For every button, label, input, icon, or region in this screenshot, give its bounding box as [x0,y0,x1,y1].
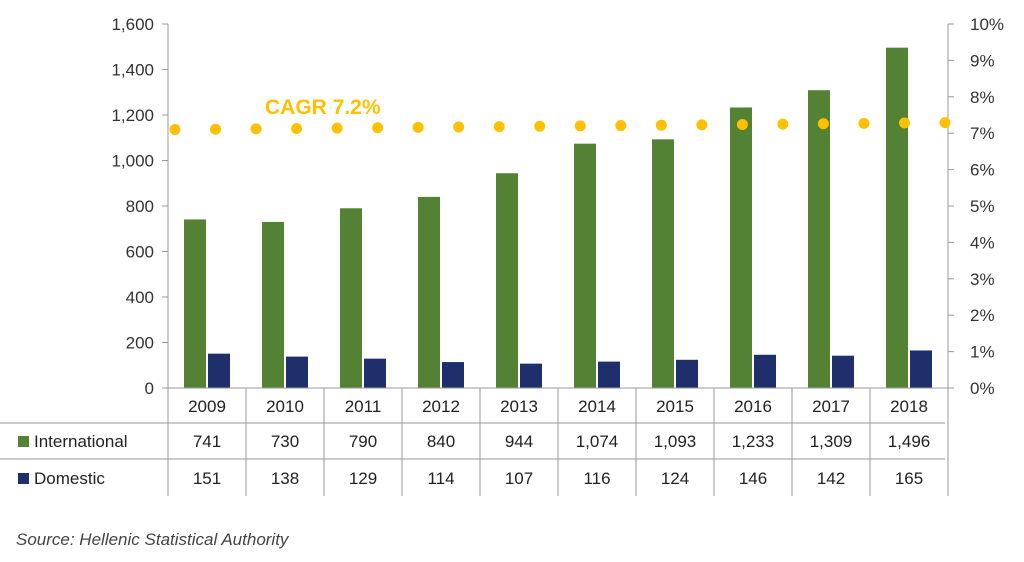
x-axis-tick-label: 2014 [578,397,616,416]
data-label-international: 1,496 [888,432,931,451]
legend-label-domestic: Domestic [34,469,105,488]
cagr-label: CAGR 7.2% [265,96,381,119]
x-axis-tick-label: 2013 [500,397,538,416]
cagr-point [372,122,384,134]
bar-domestic [364,358,386,388]
bar-international [652,139,674,388]
bar-domestic [208,353,230,388]
y2-axis-tick-label: 6% [970,161,995,180]
x-axis-tick-label: 2009 [188,397,226,416]
bar-domestic [676,359,698,388]
cagr-point [412,121,424,133]
x-axis-tick-label: 2015 [656,397,694,416]
x-axis-tick-label: 2010 [266,397,304,416]
bar-international [262,221,284,388]
legend-label-international: International [34,432,128,451]
data-label-domestic: 138 [271,469,299,488]
x-axis-tick-label: 2017 [812,397,850,416]
y-axis-tick-label: 200 [126,334,154,353]
cagr-point [939,117,951,129]
cagr-point [169,124,181,136]
cagr-point [858,117,870,129]
y2-axis-tick-label: 8% [970,88,995,107]
y-axis-tick-label: 400 [126,288,154,307]
data-label-domestic: 165 [895,469,923,488]
y2-axis-tick-label: 9% [970,51,995,70]
y2-axis-tick-label: 5% [970,197,995,216]
data-label-international: 1,233 [732,432,775,451]
data-label-international: 1,309 [810,432,853,451]
cagr-point [696,119,708,131]
y2-axis-tick-label: 3% [970,270,995,289]
data-label-domestic: 151 [193,469,221,488]
legend-swatch-domestic [18,473,29,484]
data-label-international: 944 [505,432,533,451]
y2-axis-tick-label: 0% [970,379,995,398]
y2-axis-tick-label: 4% [970,233,995,252]
cagr-point [615,120,627,132]
bar-domestic [286,356,308,388]
data-label-domestic: 107 [505,469,533,488]
y-axis-tick-label: 1,400 [111,61,154,80]
cagr-point [453,121,465,133]
cagr-point [534,120,546,132]
x-axis-tick-label: 2016 [734,397,772,416]
bar-international [730,107,752,389]
source-note: Source: Hellenic Statistical Authority [16,530,289,549]
y-axis-tick-label: 1,200 [111,106,154,125]
data-label-domestic: 124 [661,469,689,488]
data-label-domestic: 129 [349,469,377,488]
y2-axis-tick-label: 7% [970,124,995,143]
y-axis-tick-label: 0 [145,379,154,398]
x-axis-tick-label: 2012 [422,397,460,416]
y-axis-tick-label: 800 [126,197,154,216]
bar-international [496,173,518,388]
cagr-point [574,120,586,132]
bar-domestic [598,361,620,388]
data-label-domestic: 146 [739,469,767,488]
y2-axis-tick-label: 10% [970,15,1004,34]
bar-domestic [754,354,776,388]
cagr-point [250,123,262,135]
data-label-international: 1,093 [654,432,697,451]
bar-international [418,196,440,388]
cagr-point [898,117,910,129]
legend-swatch-international [18,436,29,447]
data-label-international: 730 [271,432,299,451]
cagr-point [331,122,343,134]
y-axis-tick-label: 600 [126,243,154,262]
cagr-point [493,121,505,133]
cagr-point [817,118,829,130]
cagr-point [210,123,222,135]
bar-domestic [832,355,854,388]
data-label-domestic: 114 [427,469,454,488]
bar-international [340,208,362,388]
bar-international [574,143,596,388]
bar-international [184,219,206,388]
data-label-international: 741 [193,432,221,451]
y-axis-tick-label: 1,000 [111,152,154,171]
x-axis-tick-label: 2011 [345,397,382,416]
cagr-point [736,118,748,130]
data-label-international: 840 [427,432,455,451]
bar-domestic [910,350,932,388]
y2-axis-tick-label: 1% [970,343,995,362]
x-axis-tick-label: 2018 [890,397,928,416]
cagr-point [291,122,303,134]
bar-domestic [520,363,542,388]
cagr-point [655,119,667,131]
data-label-international: 1,074 [576,432,619,451]
cagr-point [777,118,789,130]
data-label-domestic: 116 [583,469,610,488]
y2-axis-tick-label: 2% [970,306,995,325]
data-label-international: 790 [349,432,377,451]
data-label-domestic: 142 [817,469,845,488]
bar-international [808,90,830,388]
bar-international [886,47,908,388]
y-axis-tick-label: 1,600 [111,15,154,34]
bar-domestic [442,362,464,388]
